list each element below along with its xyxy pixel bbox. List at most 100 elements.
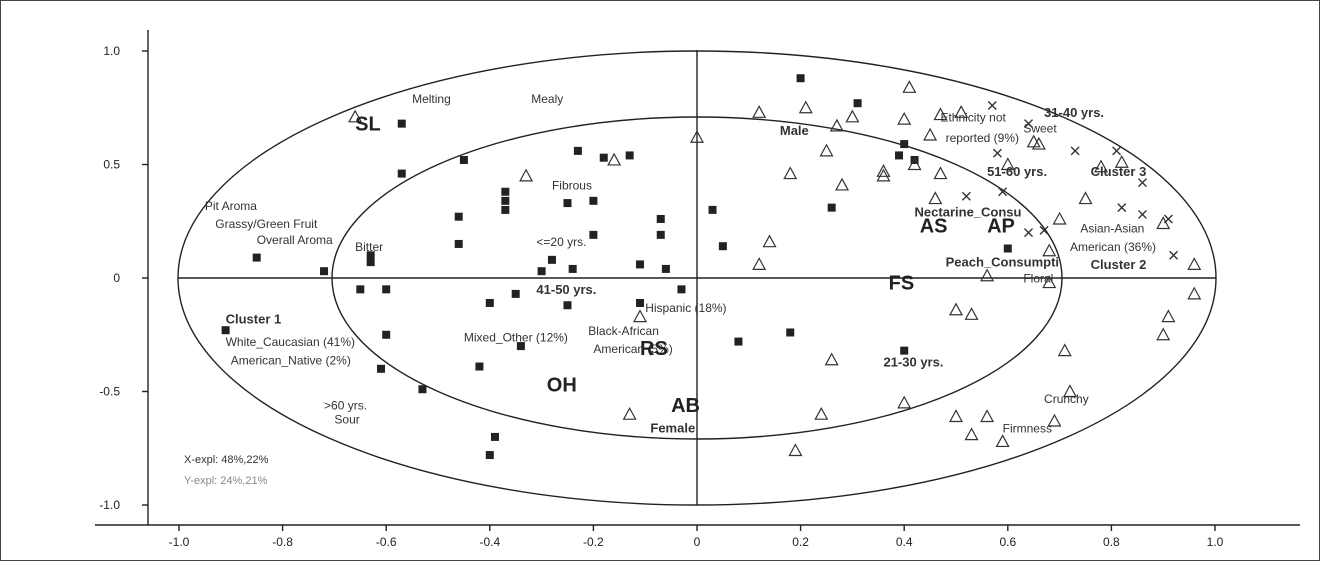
square-marker	[569, 265, 577, 273]
cross-marker	[1138, 210, 1146, 218]
triangle-marker	[929, 193, 941, 204]
annotation-label: reported (9%)	[946, 131, 1019, 145]
square-marker	[398, 120, 406, 128]
x-tick-label: 0.6	[999, 535, 1016, 549]
explained-x: X-expl: 48%,22%	[184, 454, 269, 466]
square-marker	[854, 99, 862, 107]
cross-marker	[1025, 229, 1033, 237]
triangle-marker	[789, 445, 801, 456]
square-marker	[455, 240, 463, 248]
triangle-marker	[924, 129, 936, 140]
annotation-label: Peach_Consumpti	[946, 255, 1059, 270]
triangle-marker	[1059, 345, 1071, 356]
square-marker	[657, 215, 665, 223]
triangle-marker	[608, 154, 620, 165]
annotation-label: Bitter	[355, 240, 383, 254]
annotation-label: Crunchy	[1044, 392, 1089, 406]
annotation-label: American (36%)	[1070, 240, 1156, 254]
square-marker	[512, 290, 520, 298]
square-marker	[455, 213, 463, 221]
square-marker	[222, 326, 230, 334]
triangle-marker	[1188, 288, 1200, 299]
triangle-marker	[981, 270, 993, 281]
cross-marker	[1113, 147, 1121, 155]
annotation-label: Asian-Asian	[1080, 222, 1144, 236]
square-marker	[486, 451, 494, 459]
square-marker	[589, 231, 597, 239]
annotation-label: Cluster 2	[1091, 257, 1147, 272]
y-tick-label: -1.0	[99, 498, 120, 512]
annotation-label: Pit Aroma	[205, 199, 257, 213]
triangle-marker	[784, 168, 796, 179]
annotation-label: RS	[640, 338, 668, 360]
square-marker	[734, 338, 742, 346]
explained-variance: X-expl: 48%,22% Y-expl: 24%,21%	[184, 454, 269, 487]
square-marker	[486, 299, 494, 307]
square-marker	[626, 151, 634, 159]
triangle-marker	[981, 410, 993, 421]
square-marker	[709, 206, 717, 214]
x-tick-label: 0.2	[792, 535, 809, 549]
square-marker	[564, 199, 572, 207]
square-marker	[797, 74, 805, 82]
x-tick-label: -0.6	[376, 535, 397, 549]
annotations: SL Melting Mealy Male Ethnicity not reported …	[205, 92, 1156, 435]
annotation-label: American_Native (2%)	[231, 353, 351, 367]
annotation-label: Mealy	[531, 92, 563, 106]
square-marker	[501, 197, 509, 205]
annotation-label: Cluster 3	[1091, 164, 1147, 179]
square-marker	[382, 285, 390, 293]
square-marker	[662, 265, 670, 273]
square-marker	[589, 197, 597, 205]
x-tick-label: -0.4	[479, 535, 500, 549]
square-marker	[636, 260, 644, 268]
triangle-marker	[1028, 136, 1040, 147]
triangle-marker	[520, 170, 532, 181]
square-marker	[786, 328, 794, 336]
triangle-marker	[753, 258, 765, 269]
square-marker	[382, 331, 390, 339]
annotation-label: White_Caucasian (41%)	[226, 335, 355, 349]
annotation-label: Female	[650, 420, 695, 435]
annotation-label: 21-30 yrs.	[883, 355, 943, 370]
annotation-label: <=20 yrs.	[536, 235, 586, 249]
y-tick-label: 0.5	[103, 158, 120, 172]
triangle-marker	[966, 429, 978, 440]
cross-marker	[993, 149, 1001, 157]
annotation-label: 51-60 yrs.	[987, 164, 1047, 179]
annotation-label: Mixed_Other (12%)	[464, 331, 568, 345]
triangle-marker	[898, 113, 910, 124]
y-tick-label: 1.0	[103, 44, 120, 58]
triangle-marker	[800, 102, 812, 113]
annotation-label: Sour	[334, 412, 359, 426]
square-marker	[377, 365, 385, 373]
annotation-label: >60 yrs.	[324, 399, 367, 413]
annotation-label: 41-50 yrs.	[536, 282, 596, 297]
x-tick-label: 1.0	[1207, 535, 1224, 549]
x-tick-label: -0.8	[272, 535, 293, 549]
annotation-label: AB	[671, 395, 700, 417]
cross-marker	[1138, 179, 1146, 187]
annotation-label: Male	[780, 123, 809, 138]
annotation-label: Ethnicity not	[940, 110, 1006, 124]
plot-area	[95, 30, 1300, 525]
y-tick-label: 0	[113, 271, 120, 285]
triangle-marker	[815, 408, 827, 419]
square-marker	[491, 433, 499, 441]
triangle-marker	[950, 304, 962, 315]
triangle-marker	[877, 170, 889, 181]
cross-marker	[962, 192, 970, 200]
square-marker	[501, 206, 509, 214]
triangle-marker	[898, 397, 910, 408]
square-marker	[895, 151, 903, 159]
square-marker	[677, 285, 685, 293]
annotation-label: Hispanic (18%)	[645, 301, 726, 315]
square-marker	[548, 256, 556, 264]
annotation-label: Floral	[1023, 272, 1053, 286]
square-marker	[356, 285, 364, 293]
annotation-label: Melting	[412, 92, 451, 106]
triangle-marker	[997, 435, 1009, 446]
square-marker	[538, 267, 546, 275]
square-marker	[574, 147, 582, 155]
cross-marker	[1071, 147, 1079, 155]
